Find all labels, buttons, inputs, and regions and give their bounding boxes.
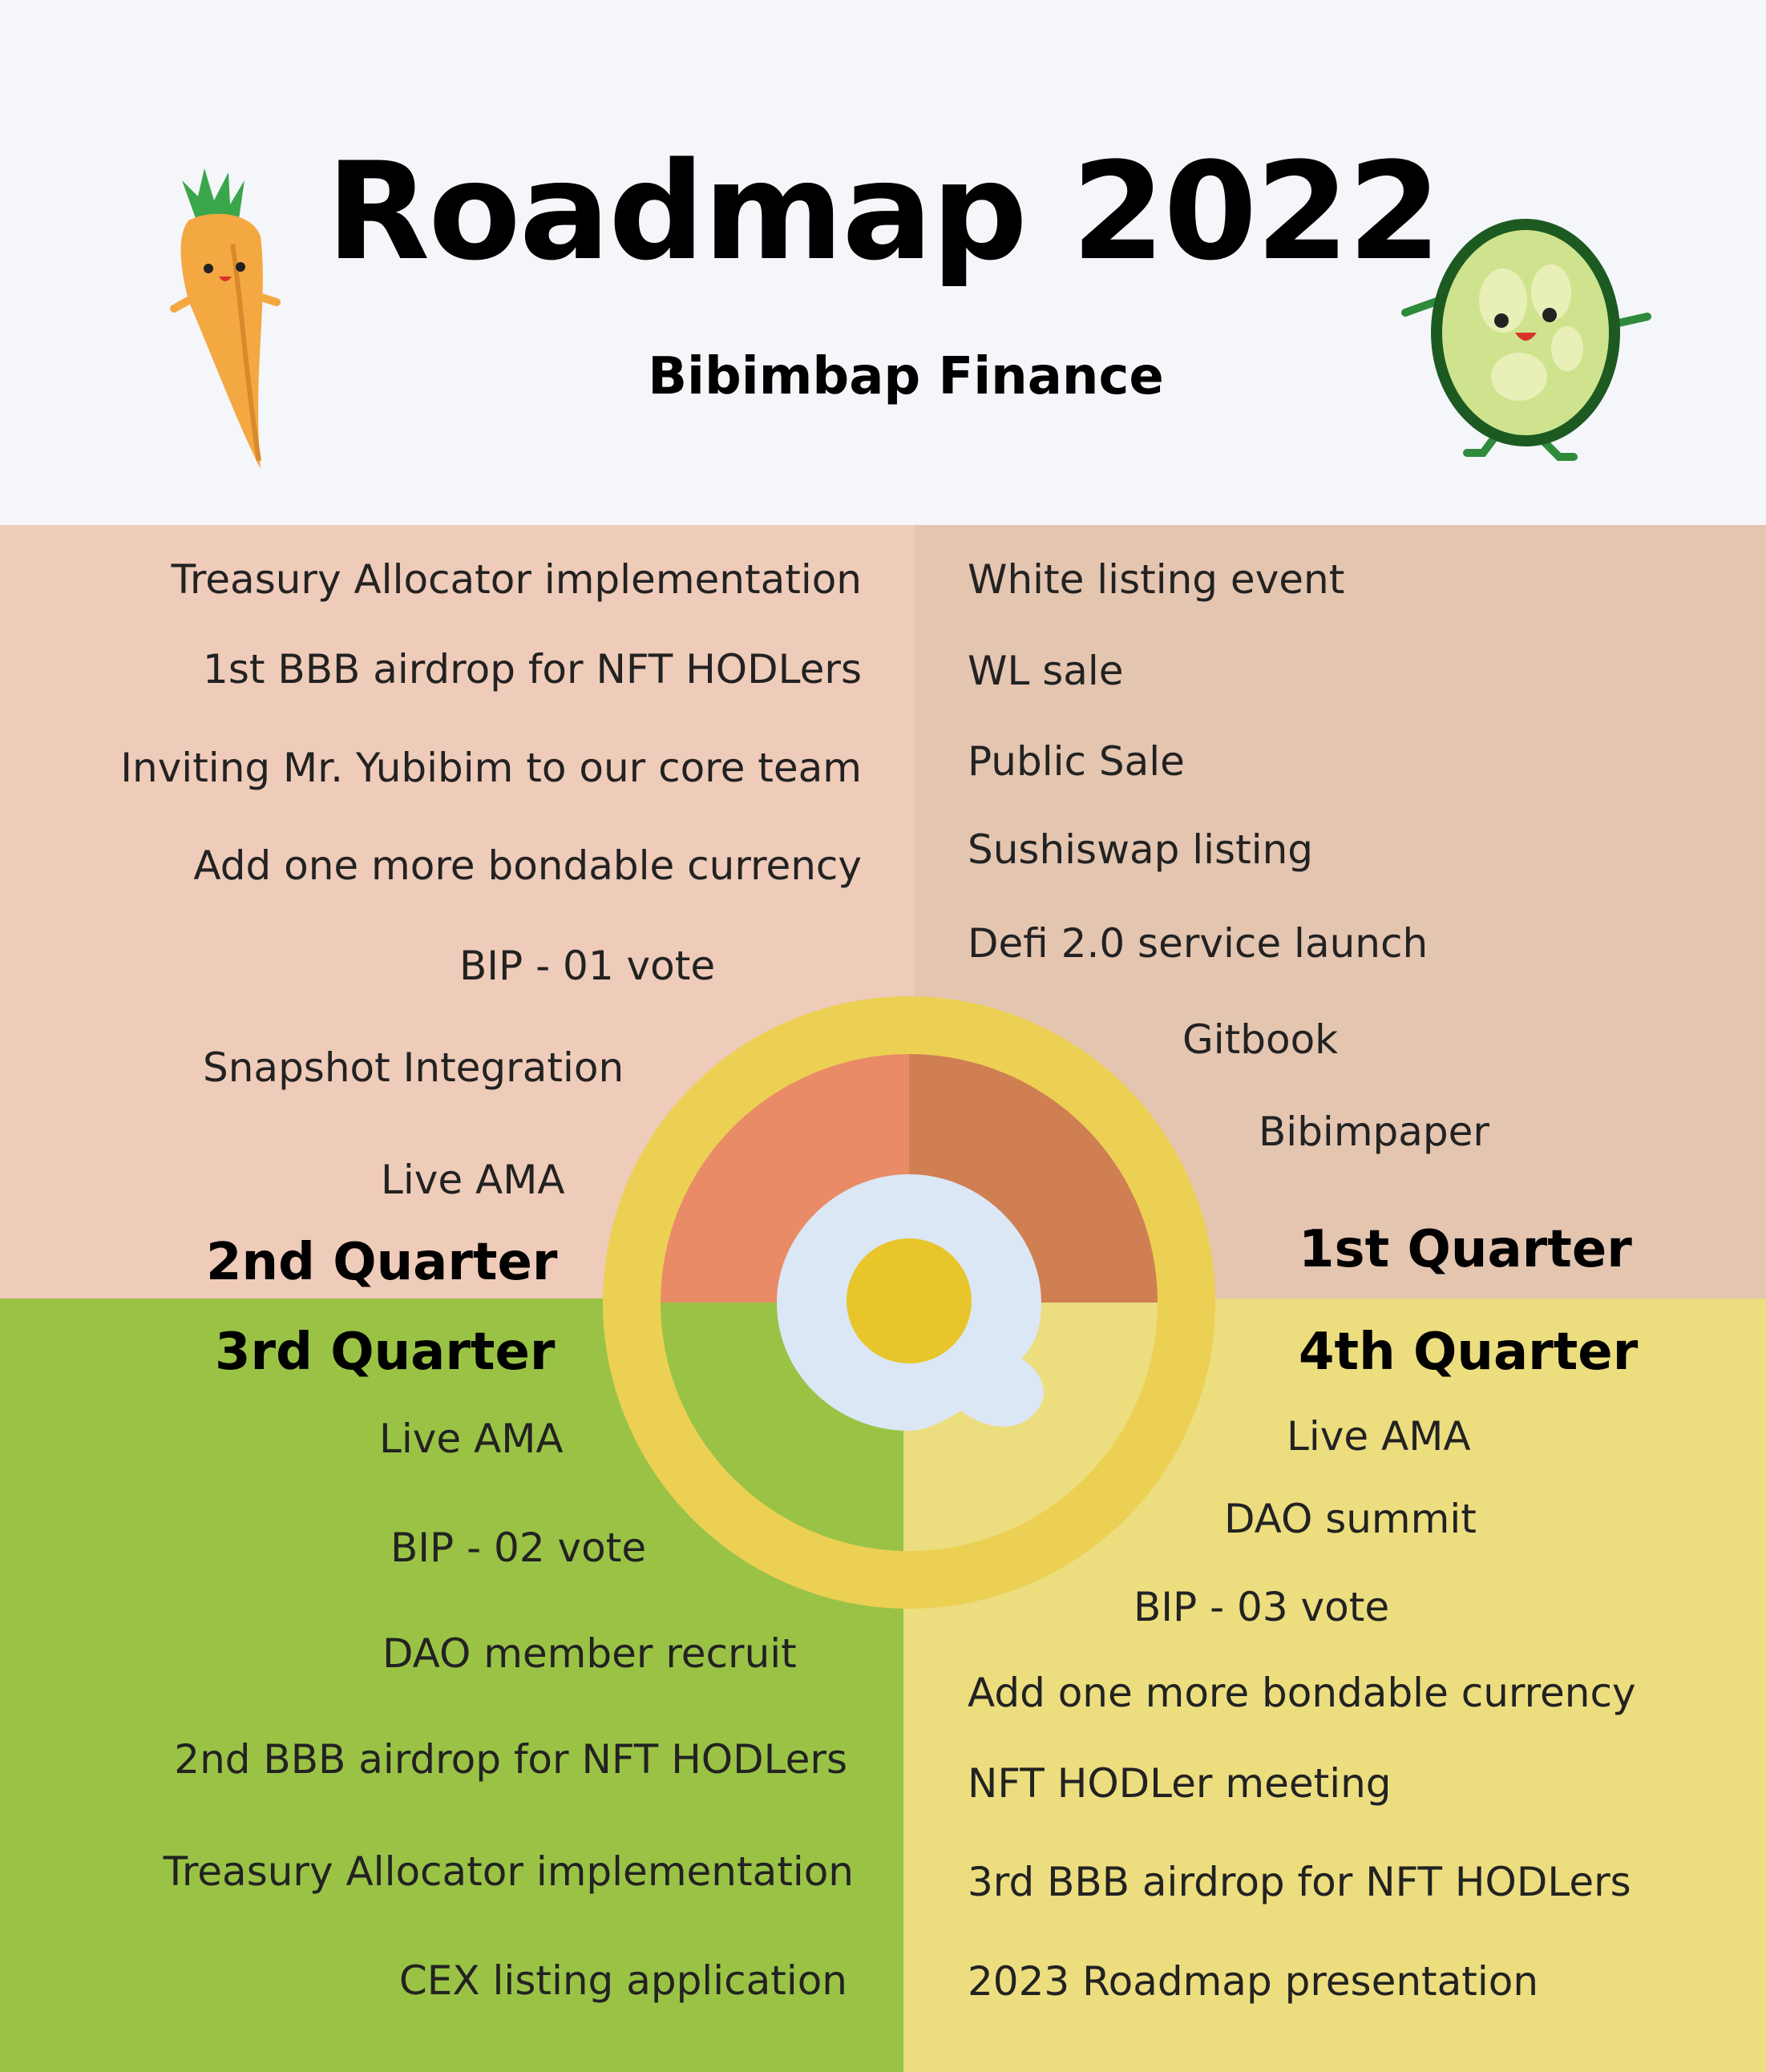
list-item: Treasury Allocator implementation — [171, 556, 862, 603]
list-item: Inviting Mr. Yubibim to our core team — [120, 745, 862, 791]
list-item: 3rd BBB airdrop for NFT HODLers — [968, 1859, 1631, 1905]
page-subtitle: Bibimbap Finance — [648, 347, 1164, 406]
list-item: Defi 2.0 service launch — [968, 920, 1429, 967]
list-item: Gitbook — [1182, 1016, 1339, 1063]
fried-egg-icon — [603, 996, 1215, 1609]
list-item: BIP - 03 vote — [1134, 1584, 1390, 1630]
list-item: Public Sale — [968, 738, 1185, 785]
list-item: Live AMA — [381, 1157, 565, 1203]
list-item: 2023 Roadmap presentation — [968, 1958, 1539, 2005]
quarter-3-label: 3rd Quarter — [215, 1323, 556, 1382]
list-item: White listing event — [968, 556, 1345, 603]
quarter-2-label: 2nd Quarter — [206, 1233, 558, 1292]
list-item: Add one more bondable currency — [968, 1670, 1636, 1716]
list-item: 2nd BBB airdrop for NFT HODLers — [174, 1736, 847, 1783]
list-item: CEX listing application — [398, 1957, 847, 2004]
page-title: Roadmap 2022 — [325, 133, 1441, 290]
list-item: NFT HODLer meeting — [968, 1760, 1392, 1807]
list-item: Add one more bondable currency — [193, 842, 862, 889]
quarter-1-label: 1st Quarter — [1299, 1220, 1632, 1279]
list-item: Treasury Allocator implementation — [163, 1848, 854, 1895]
list-item: BIP - 01 vote — [459, 943, 716, 989]
list-item: Sushiswap listing — [968, 826, 1314, 873]
list-item: Live AMA — [379, 1416, 564, 1462]
list-item: 1st BBB airdrop for NFT HODLers — [203, 646, 862, 693]
list-item: DAO member recruit — [382, 1630, 797, 1677]
quarter-4-label: 4th Quarter — [1299, 1323, 1639, 1382]
list-item: DAO summit — [1224, 1496, 1477, 1542]
list-item: Snapshot Integration — [203, 1044, 624, 1091]
cucumber-mascot-icon — [1401, 219, 1651, 461]
list-item: BIP - 02 vote — [390, 1525, 647, 1571]
list-item: Live AMA — [1287, 1413, 1471, 1460]
list-item: Bibimpaper — [1259, 1109, 1489, 1155]
carrot-mascot-icon — [170, 168, 281, 469]
list-item: WL sale — [968, 648, 1124, 694]
